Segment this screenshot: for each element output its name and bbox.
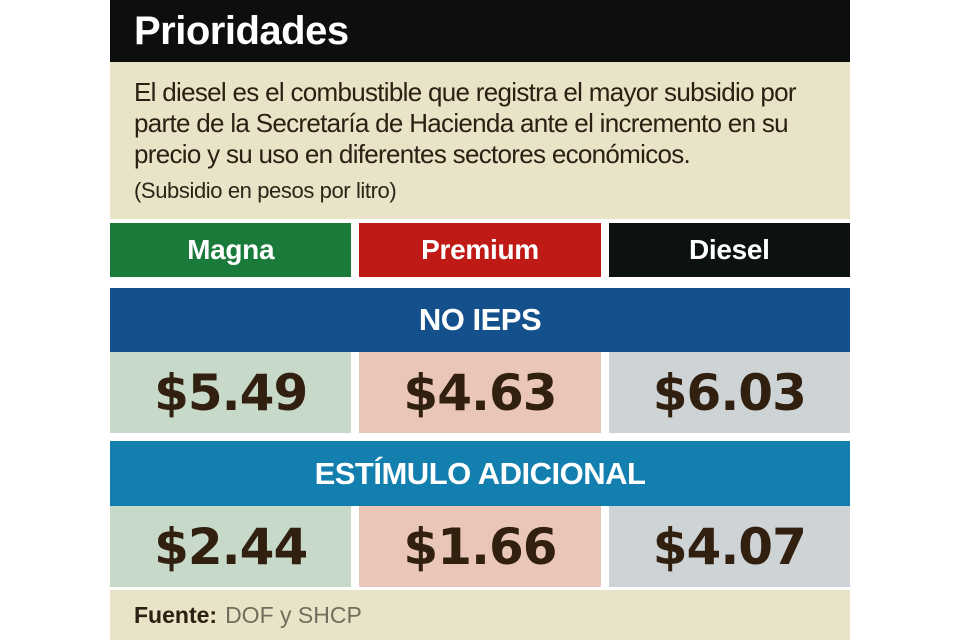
value-text: $4.07 bbox=[652, 517, 807, 576]
description-line: parte de la Secretaría de Hacienda ante … bbox=[134, 108, 789, 138]
value-text: $5.49 bbox=[154, 363, 308, 422]
intro-box: El diesel es el combustible que registra… bbox=[110, 62, 850, 219]
value-text: $4.63 bbox=[403, 363, 557, 422]
fuel-header-premium: Premium bbox=[359, 223, 601, 277]
title-bar: Prioridades bbox=[110, 0, 850, 62]
value-cell-diesel-estimulo: $4.07 bbox=[608, 506, 850, 587]
source-row: Fuente: DOF y SHCP bbox=[110, 590, 850, 640]
fuel-label: Premium bbox=[421, 234, 539, 265]
fuel-header-magna: Magna bbox=[110, 223, 352, 277]
section-label: NO IEPS bbox=[418, 302, 542, 337]
values-row-no-ieps: $5.49 $4.63 $6.03 bbox=[110, 352, 850, 433]
page-title: Prioridades bbox=[134, 8, 349, 53]
section-band-estimulo: ESTÍMULO ADICIONAL bbox=[110, 441, 850, 506]
value-cell-magna-no-ieps: $5.49 bbox=[110, 352, 352, 433]
value-cell-magna-estimulo: $2.44 bbox=[110, 506, 352, 587]
value-cell-premium-no-ieps: $4.63 bbox=[359, 352, 601, 433]
value-text: $6.03 bbox=[652, 363, 807, 422]
value-cell-premium-estimulo: $1.66 bbox=[359, 506, 601, 587]
section-label: ESTÍMULO ADICIONAL bbox=[314, 455, 646, 491]
description-line: El diesel es el combustible que registra… bbox=[134, 77, 797, 107]
source-value: DOF y SHCP bbox=[225, 601, 362, 628]
values-row-estimulo: $2.44 $1.66 $4.07 bbox=[110, 506, 850, 587]
fuel-label: Magna bbox=[187, 234, 275, 265]
value-cell-diesel-no-ieps: $6.03 bbox=[608, 352, 850, 433]
fuel-header-row: Magna Premium Diesel bbox=[110, 223, 850, 277]
unit-note: (Subsidio en pesos por litro) bbox=[134, 178, 397, 203]
description-line: precio y su uso en diferentes sectores e… bbox=[134, 139, 691, 169]
fuel-header-diesel: Diesel bbox=[608, 223, 850, 277]
content-column: Prioridades El diesel es el combustible … bbox=[110, 0, 850, 640]
value-text: $1.66 bbox=[403, 517, 557, 576]
value-text: $2.44 bbox=[154, 517, 308, 576]
source-label: Fuente: bbox=[134, 601, 218, 628]
section-band-no-ieps: NO IEPS bbox=[110, 288, 850, 352]
fuel-label: Diesel bbox=[688, 234, 770, 265]
description: El diesel es el combustible que registra… bbox=[134, 77, 850, 170]
